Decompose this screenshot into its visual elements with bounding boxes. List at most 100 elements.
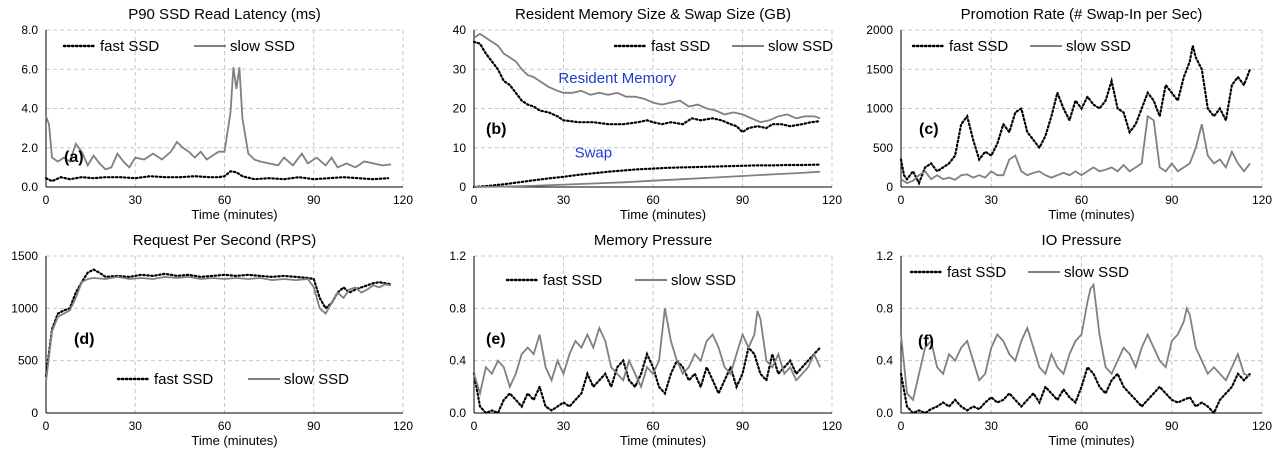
series-line-fast-ssd [899,365,1252,415]
legend-label: fast SSD [949,38,1008,55]
x-tick-label: 60 [218,193,232,207]
chart-p90-ssd-read-latency: 0.0 2.0 4.0 6.0 8.0 0 30 60 90 120 P90 SSD Read La… [21,6,413,222]
x-tick-label: 90 [736,193,750,207]
panel-label: (e) [486,331,506,348]
x-tick-label: 120 [393,193,413,207]
series-line-fast-ssd [899,45,1252,186]
y-tick-label: 4.0 [21,102,38,116]
x-axis-label: Time (minutes) [1048,433,1134,448]
x-axis-label: Time (minutes) [191,433,277,448]
x-tick-label: 120 [822,419,842,433]
y-tick-label: 0.0 [876,406,893,420]
y-tick-label: 2000 [866,23,893,37]
chart-title: P90 SSD Read Latency (ms) [128,6,321,23]
series-line-slow-ssd [900,114,1251,185]
y-tick-label: 0.0 [21,180,38,194]
x-tick-label: 0 [898,193,905,207]
series-line-slow-ssd [45,275,392,382]
chart-request-per-second: 0 500 1000 1500 0 30 60 90 120 Request Per Second… [11,232,413,448]
y-tick-label: 0.4 [449,354,466,368]
x-tick-label: 0 [471,193,478,207]
y-tick-label: 1000 [866,102,893,116]
x-tick-label: 30 [985,193,999,207]
x-tick-label: 30 [129,193,143,207]
x-tick-label: 0 [43,419,50,433]
x-tick-label: 60 [646,193,660,207]
legend-label: fast SSD [100,38,159,55]
y-tick-label: 1000 [11,301,38,315]
y-tick-label: 0.8 [876,301,893,315]
y-tick-label: 0.4 [876,354,893,368]
series-line-unlabeled-3 [473,170,821,188]
series-line-fast-ssd [44,170,390,183]
y-tick-label: 6.0 [21,62,38,76]
y-tick-label: 20 [453,102,467,116]
x-tick-label: 30 [557,193,571,207]
x-tick-label: 90 [307,193,321,207]
y-tick-label: 0.0 [449,406,466,420]
x-tick-label: 60 [646,419,660,433]
x-tick-label: 90 [1165,193,1179,207]
y-tick-label: 1500 [866,62,893,76]
chart-resident-memory-swap-size: 0 10 20 30 40 0 30 60 90 120 Resident Memory Size … [453,6,843,222]
x-tick-label: 120 [393,419,413,433]
x-axis-label: Time (minutes) [1048,207,1134,222]
x-tick-label: 120 [1252,193,1272,207]
x-tick-label: 60 [218,419,232,433]
x-tick-label: 90 [307,419,321,433]
series-line-fast-ssd [472,345,822,415]
x-tick-label: 60 [1075,419,1089,433]
x-tick-label: 120 [822,193,842,207]
x-tick-label: 30 [985,419,999,433]
x-tick-label: 0 [471,419,478,433]
legend-label: slow SSD [284,371,349,388]
series-line-slow-ssd [473,32,821,124]
x-axis-label: Time (minutes) [620,207,706,222]
y-tick-label: 10 [453,141,467,155]
x-tick-label: 30 [557,419,571,433]
x-tick-label: 60 [1075,193,1089,207]
chart-title: Promotion Rate (# Swap-In per Sec) [961,6,1203,23]
annotation-label: Swap [575,145,613,162]
y-tick-label: 8.0 [21,23,38,37]
y-tick-label: 0 [31,406,38,420]
series-line-slow-ssd [473,308,821,397]
x-tick-label: 90 [1165,419,1179,433]
chart-title: Resident Memory Size & Swap Size (GB) [515,6,791,23]
chart-title: IO Pressure [1041,232,1121,249]
legend-label: slow SSD [230,38,295,55]
legend-label: fast SSD [947,264,1006,281]
series-line-fast-ssd [44,268,393,378]
x-tick-label: 30 [129,419,143,433]
y-tick-label: 0 [886,180,893,194]
legend-label: slow SSD [671,272,736,289]
annotation-label: Resident Memory [558,70,676,87]
x-tick-label: 0 [43,193,50,207]
chart-title: Memory Pressure [594,232,712,249]
y-tick-label: 1.2 [449,249,466,263]
y-tick-label: 1500 [11,249,38,263]
chart-io-pressure: 0.0 0.4 0.8 1.2 0 30 60 90 120 IO Pressure Time (m… [876,232,1272,448]
y-tick-label: 0 [459,180,466,194]
legend-label: fast SSD [154,371,213,388]
chart-title: Request Per Second (RPS) [133,232,316,249]
chart-promotion-rate: 0 500 1000 1500 2000 0 30 60 90 120 Promotion Rate… [866,6,1272,222]
chart-memory-pressure: 0.0 0.4 0.8 1.2 0 30 60 90 120 Memory Pressure Tim… [449,232,842,448]
series-line-unlabeled-2 [472,163,822,189]
x-tick-label: 120 [1252,419,1272,433]
panel-label: (a) [64,149,84,166]
series-line-slow-ssd [45,67,392,171]
y-tick-label: 500 [18,354,38,368]
y-tick-label: 2.0 [21,141,38,155]
series-line-fast-ssd [472,40,822,134]
series-line-slow-ssd [900,282,1251,402]
panel-label: (f) [918,333,934,350]
panel-label: (b) [486,121,506,138]
y-tick-label: 1.2 [876,249,893,263]
y-tick-label: 30 [453,62,467,76]
legend-label: slow SSD [768,38,833,55]
legend-label: fast SSD [543,272,602,289]
x-tick-label: 0 [898,419,905,433]
x-tick-label: 90 [736,419,750,433]
